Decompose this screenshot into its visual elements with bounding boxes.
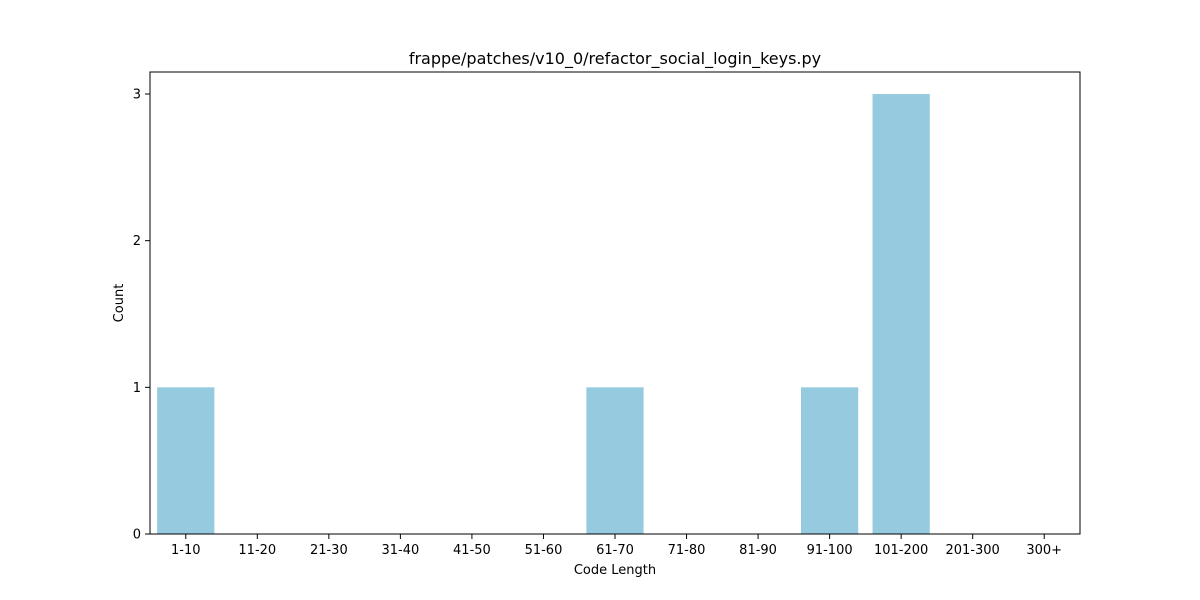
x-tick-label: 11-20 [238,543,276,558]
y-tick-label: 3 [133,88,141,103]
x-tick-label: 201-300 [946,543,1000,558]
y-tick-label: 2 [133,234,141,249]
x-tick-label: 101-200 [874,543,928,558]
x-tick-label: 81-90 [739,543,777,558]
x-tick-label: 91-100 [807,543,853,558]
y-tick-label: 1 [133,381,141,396]
x-tick-label: 61-70 [596,543,634,558]
y-axis-ticks: 0 1 2 3 [133,88,150,543]
x-tick-label: 31-40 [381,543,419,558]
x-tick-label: 51-60 [525,543,563,558]
x-axis-label: Code Length [574,563,656,578]
bar-1-10 [157,387,215,534]
y-axis-label: Count [112,284,127,323]
x-tick-label: 21-30 [310,543,348,558]
x-tick-label: 41-50 [453,543,491,558]
bars [157,94,930,534]
x-axis-ticks: 1-10 11-20 21-30 31-40 41-50 51-60 61-70 71-80 8… [171,534,1062,558]
bar-91-100 [801,387,859,534]
bar-101-200 [872,94,930,534]
x-tick-label: 1-10 [171,543,201,558]
chart-title: frappe/patches/v10_0/refactor_social_log… [409,49,821,69]
x-tick-label: 300+ [1026,543,1062,558]
y-tick-label: 0 [133,528,141,543]
bar-61-70 [586,387,644,534]
x-tick-label: 71-80 [668,543,706,558]
